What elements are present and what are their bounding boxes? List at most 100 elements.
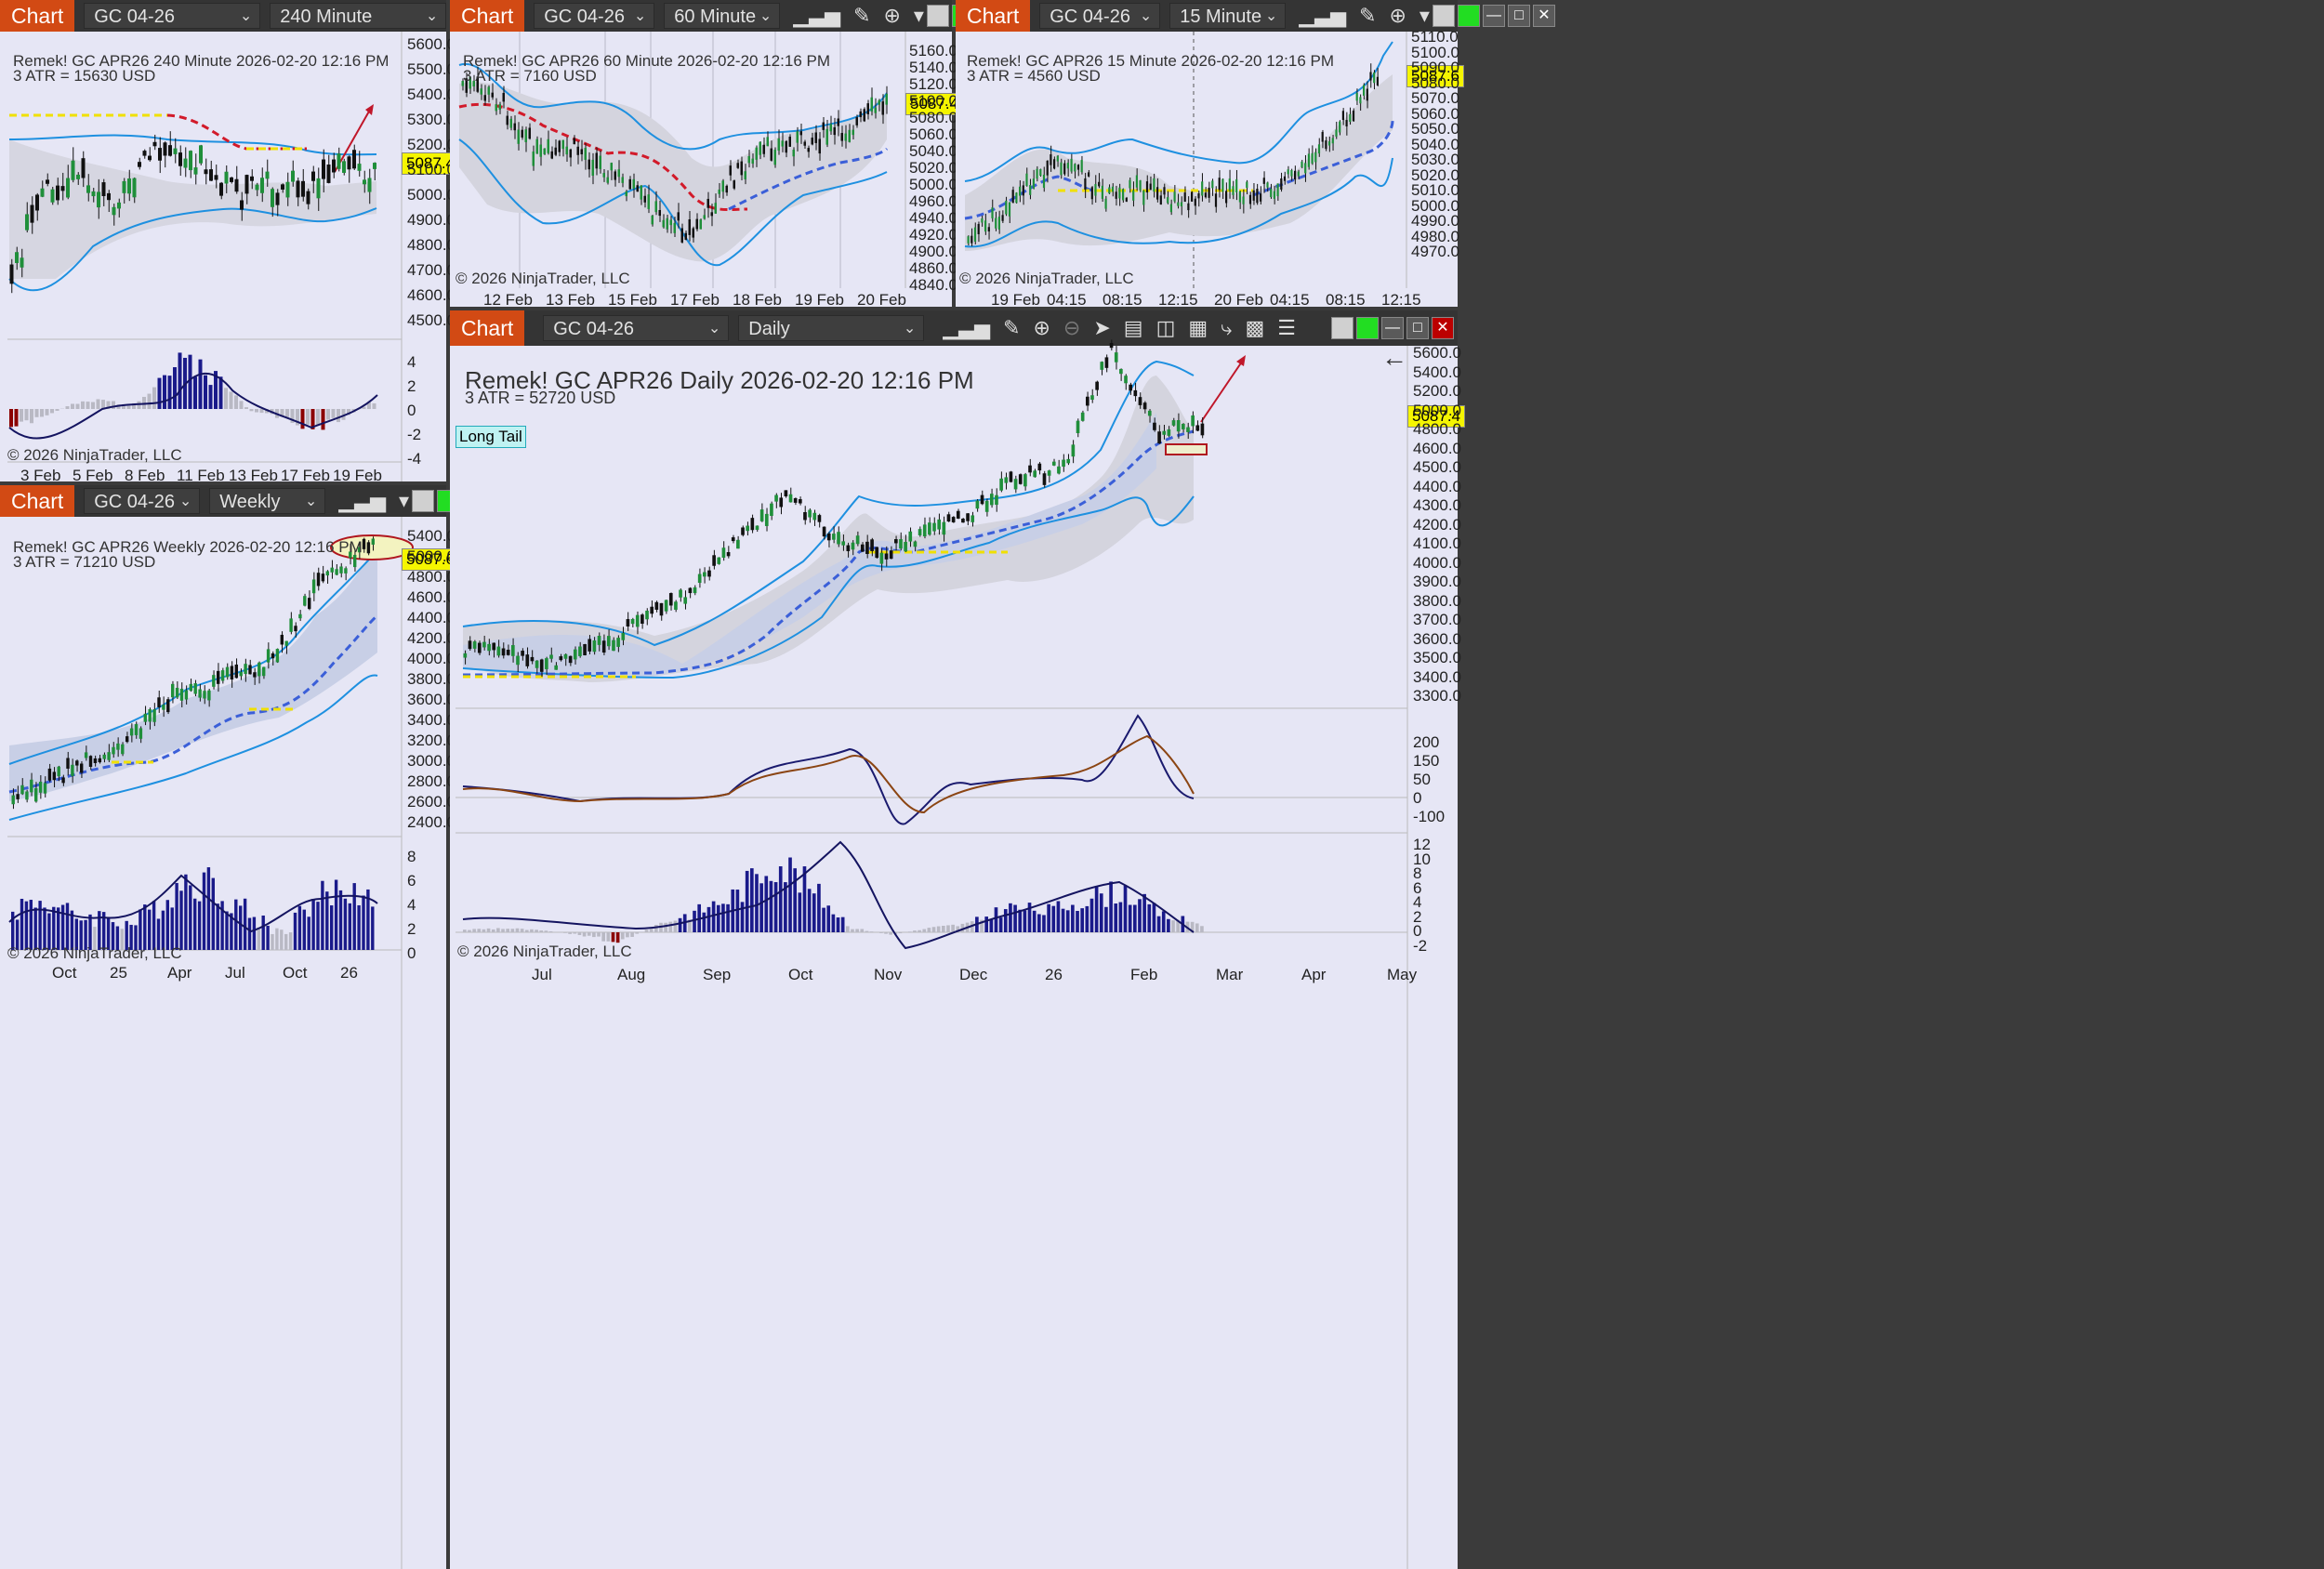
chart-tab[interactable]: Chart <box>450 310 525 346</box>
chart-canvas[interactable] <box>0 485 446 1569</box>
osc-bar <box>482 929 486 932</box>
chart-canvas[interactable] <box>956 0 1458 307</box>
candle <box>814 132 817 143</box>
bars-type-icon[interactable]: ▁▃▅ <box>1299 4 1347 27</box>
dropdown-arrow-icon[interactable]: ▾ <box>913 4 924 27</box>
pointer-icon[interactable]: ➤ <box>1093 316 1111 339</box>
candle <box>220 670 225 681</box>
candle <box>1122 189 1125 201</box>
close-icon[interactable]: ✕ <box>1532 5 1555 27</box>
bars-type-icon[interactable]: ▁▃▅ <box>943 316 991 339</box>
dropdown-arrow-icon[interactable]: ▾ <box>1419 4 1430 27</box>
tick-label: 4300.0 <box>1413 496 1461 514</box>
candle <box>1167 197 1169 204</box>
properties-icon[interactable]: ▩ <box>1245 316 1265 339</box>
back-arrow-icon[interactable]: ← <box>1381 343 1407 372</box>
tick-label: 08:15 <box>1326 291 1366 309</box>
lower-band <box>8 207 377 292</box>
maximize-icon[interactable]: □ <box>1406 317 1429 339</box>
upper-band <box>8 549 378 765</box>
candle <box>461 81 464 86</box>
close-icon[interactable]: ✕ <box>1432 317 1454 339</box>
minimize-icon[interactable]: — <box>1381 317 1404 339</box>
instrument-select[interactable]: GC 04-26 ⌄ <box>543 315 730 341</box>
osc-bar <box>1003 909 1008 932</box>
osc-bar <box>252 916 257 950</box>
osc-bar <box>1104 906 1108 932</box>
osc-bar <box>244 407 248 409</box>
pencil-icon[interactable]: ✎ <box>1359 4 1377 27</box>
candle <box>803 141 806 146</box>
candle <box>980 494 984 505</box>
zoom-out-icon[interactable]: ⊖ <box>1063 316 1081 339</box>
candle <box>635 614 640 627</box>
chart-trader-icon[interactable]: ▦ <box>1188 316 1208 339</box>
candle <box>344 568 348 574</box>
candle <box>502 92 505 102</box>
chart-tab[interactable]: Chart <box>0 0 75 32</box>
osc-bar <box>812 893 816 932</box>
link-icon[interactable] <box>1331 317 1353 339</box>
osc-bar <box>239 401 244 409</box>
pencil-icon[interactable]: ✎ <box>853 4 871 27</box>
instrument-select[interactable]: GC 04-26 ⌄ <box>84 488 201 514</box>
interval-select[interactable]: 240 Minute ⌄ <box>270 3 447 29</box>
osc-bar <box>577 932 582 935</box>
osc-bar <box>316 902 320 950</box>
list-icon[interactable]: ☰ <box>1277 316 1297 339</box>
osc-bar <box>501 929 505 932</box>
chevron-down-icon: ⌄ <box>1139 8 1153 24</box>
indicator-icon[interactable]: ⤷ <box>1221 316 1233 339</box>
zoom-in-icon[interactable]: ⊕ <box>1389 4 1406 27</box>
link-icon[interactable] <box>412 490 435 512</box>
candle <box>1129 179 1131 189</box>
candle <box>1118 187 1121 199</box>
osc-bar <box>275 928 279 950</box>
interval-select[interactable]: Weekly ⌄ <box>209 488 326 514</box>
tick-label: Apr <box>1301 966 1327 983</box>
candle <box>870 539 874 551</box>
chart-tab[interactable]: Chart <box>450 0 525 32</box>
candle <box>659 602 664 616</box>
osc-bar <box>91 402 95 409</box>
candle <box>584 148 587 160</box>
osc-bar <box>750 868 754 932</box>
interval-select[interactable]: 60 Minute ⌄ <box>664 3 781 29</box>
link-green-icon[interactable] <box>1457 5 1480 27</box>
strategy-icon[interactable]: ◫ <box>1155 316 1176 339</box>
candle <box>212 675 216 687</box>
candle <box>1101 185 1103 199</box>
chart-canvas[interactable] <box>0 0 446 481</box>
minimize-icon[interactable]: — <box>1482 5 1505 27</box>
candle <box>844 133 847 141</box>
maximize-icon[interactable]: □ <box>1507 5 1530 27</box>
candle <box>725 185 728 193</box>
interval-select[interactable]: Daily ⌄ <box>738 315 925 341</box>
osc-bar <box>40 409 44 417</box>
bars-type-icon[interactable]: ▁▃▅ <box>338 489 387 512</box>
osc-bar <box>47 913 51 950</box>
instrument-select[interactable]: GC 04-26 ⌄ <box>534 3 655 29</box>
osc-bar <box>688 919 692 932</box>
link-icon[interactable] <box>1432 5 1455 27</box>
chart-tab[interactable]: Chart <box>956 0 1031 32</box>
osc-bars <box>463 857 1204 943</box>
data-box-icon[interactable]: ▤ <box>1123 316 1143 339</box>
dropdown-arrow-icon[interactable]: ▾ <box>399 489 410 512</box>
chart-canvas[interactable]: ← <box>450 310 1458 1569</box>
candle <box>773 150 776 165</box>
candle <box>1147 410 1152 416</box>
instrument-select[interactable]: GC 04-26 ⌄ <box>1039 3 1161 29</box>
bars-type-icon[interactable]: ▁▃▅ <box>793 4 841 27</box>
link-icon[interactable] <box>926 5 949 27</box>
pencil-icon[interactable]: ✎ <box>1003 316 1021 339</box>
candle <box>636 185 639 192</box>
instrument-select[interactable]: GC 04-26 ⌄ <box>84 3 261 29</box>
interval-select[interactable]: 15 Minute ⌄ <box>1169 3 1287 29</box>
link-green-icon[interactable] <box>1356 317 1379 339</box>
candle <box>281 184 284 190</box>
zoom-in-icon[interactable]: ⊕ <box>883 4 901 27</box>
zoom-in-icon[interactable]: ⊕ <box>1033 316 1050 339</box>
chart-canvas[interactable] <box>450 0 952 307</box>
chart-tab[interactable]: Chart <box>0 485 75 517</box>
